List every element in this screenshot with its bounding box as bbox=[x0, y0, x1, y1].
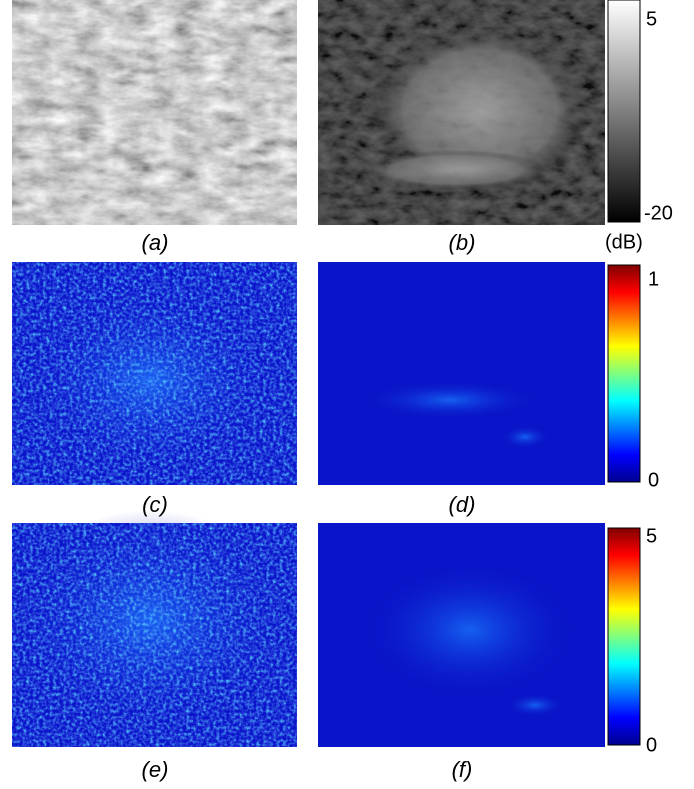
panel-label: (a) bbox=[142, 230, 169, 255]
panel-label: (f) bbox=[452, 757, 473, 782]
colorbar-max: 5 bbox=[646, 525, 657, 547]
colorbar-jet bbox=[608, 528, 640, 745]
image-e bbox=[10, 510, 297, 747]
colorbar-unit: (dB) bbox=[605, 231, 643, 253]
colorbar-jet bbox=[608, 265, 640, 482]
colorbar-max: 5 bbox=[646, 8, 657, 30]
panel-label: (b) bbox=[449, 230, 476, 255]
image-f bbox=[318, 523, 605, 747]
image-d bbox=[318, 262, 605, 485]
figure: (a) (b) (c) (d) (e) (f) 5 -20 (dB) 1 0 5… bbox=[0, 0, 694, 789]
panel-label: (d) bbox=[449, 492, 476, 517]
panel-label: (c) bbox=[142, 492, 168, 517]
image-b bbox=[318, 0, 605, 225]
panel-label: (e) bbox=[142, 757, 169, 782]
colorbar-min: -20 bbox=[644, 202, 673, 224]
image-a bbox=[12, 0, 297, 225]
colorbar-min: 0 bbox=[648, 469, 659, 491]
colorbar-gray bbox=[608, 0, 640, 222]
colorbar-min: 0 bbox=[646, 734, 657, 756]
colorbar-max: 1 bbox=[648, 268, 659, 290]
image-c bbox=[12, 262, 297, 485]
